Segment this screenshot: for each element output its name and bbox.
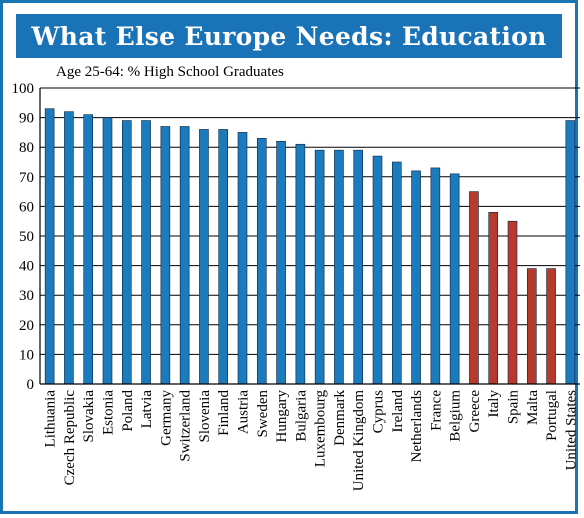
x-tick-label: Bulgaria (293, 390, 309, 442)
bar (411, 170, 421, 385)
bar (199, 129, 209, 385)
bar (44, 108, 55, 385)
y-tick-label: 70 (19, 170, 34, 186)
y-tick-label: 0 (27, 377, 35, 393)
y-tick-label: 30 (19, 288, 34, 304)
bar (526, 268, 537, 385)
bar (430, 167, 441, 385)
x-tick-label: Sweden (255, 390, 271, 438)
x-tick-label: Hungary (274, 390, 290, 443)
x-tick-label: Denmark (332, 390, 348, 446)
bar (469, 191, 479, 385)
bar (160, 126, 171, 385)
bar (276, 140, 286, 385)
x-tick-label: Italy (486, 390, 502, 418)
y-axis: 0 10 20 30 40 50 60 70 80 90 100 (12, 81, 35, 393)
y-tick-label: 100 (12, 81, 35, 97)
x-tick-label: Greece (467, 390, 483, 433)
x-tick-label: United States (563, 390, 579, 471)
bar (353, 149, 364, 385)
x-tick-label: Austria (236, 390, 252, 435)
y-tick-label: 20 (19, 318, 34, 334)
x-tick-label: Slovakia (81, 390, 97, 443)
x-tick-label: France (428, 390, 444, 431)
x-tick-label: Estonia (101, 390, 117, 435)
x-tick-label: Luxembourg (313, 390, 329, 468)
x-tick-label: Switzerland (178, 390, 194, 462)
y-tick-label: 50 (19, 229, 34, 245)
bar (449, 173, 460, 385)
y-tick-label: 60 (19, 199, 34, 215)
x-tick-label: Belgium (448, 390, 464, 442)
x-tick-label: Latvia (139, 390, 155, 429)
bar (488, 212, 499, 385)
bar (83, 114, 94, 385)
x-tick-label: United Kingdom (351, 390, 367, 492)
x-tick-label: Spain (506, 390, 522, 425)
x-tick-label: Finland (216, 390, 232, 436)
bar (237, 132, 248, 385)
x-tick-label: Portugal (544, 390, 560, 441)
bar (64, 111, 74, 385)
chart-title: What Else Europe Needs: Education (16, 14, 562, 58)
x-tick-label: Ireland (390, 390, 406, 433)
bars (44, 108, 576, 385)
bar (507, 220, 518, 385)
x-tick-label: Czech Republic (62, 390, 78, 486)
y-tick-label: 40 (19, 259, 34, 275)
y-tick-label: 80 (19, 140, 34, 156)
x-tick-label: Cyprus (371, 390, 387, 434)
x-axis-labels: Lithuania Czech Republic Slovakia Estonia Po… (43, 390, 580, 492)
bar (334, 149, 344, 385)
x-tick-label: Poland (120, 390, 136, 432)
x-tick-label: Germany (158, 390, 174, 446)
bar (179, 126, 190, 385)
x-tick-label: Lithuania (43, 390, 59, 448)
bar (372, 155, 383, 385)
y-tick-label: 10 (19, 347, 34, 363)
bar (102, 117, 113, 385)
bar (391, 161, 402, 385)
x-tick-label: Slovenia (197, 390, 213, 443)
x-tick-label: Netherlands (409, 390, 425, 463)
bar (218, 129, 229, 385)
bar (314, 149, 325, 385)
bar (141, 120, 151, 385)
y-tick-label: 90 (19, 111, 34, 127)
bar (546, 268, 556, 385)
bar (295, 143, 306, 385)
gridlines (40, 87, 580, 355)
bar (256, 138, 267, 385)
chart-subtitle: Age 25-64: % High School Graduates (56, 64, 284, 80)
bar (121, 120, 132, 385)
x-tick-label: Malta (525, 390, 541, 425)
bar (565, 120, 576, 385)
